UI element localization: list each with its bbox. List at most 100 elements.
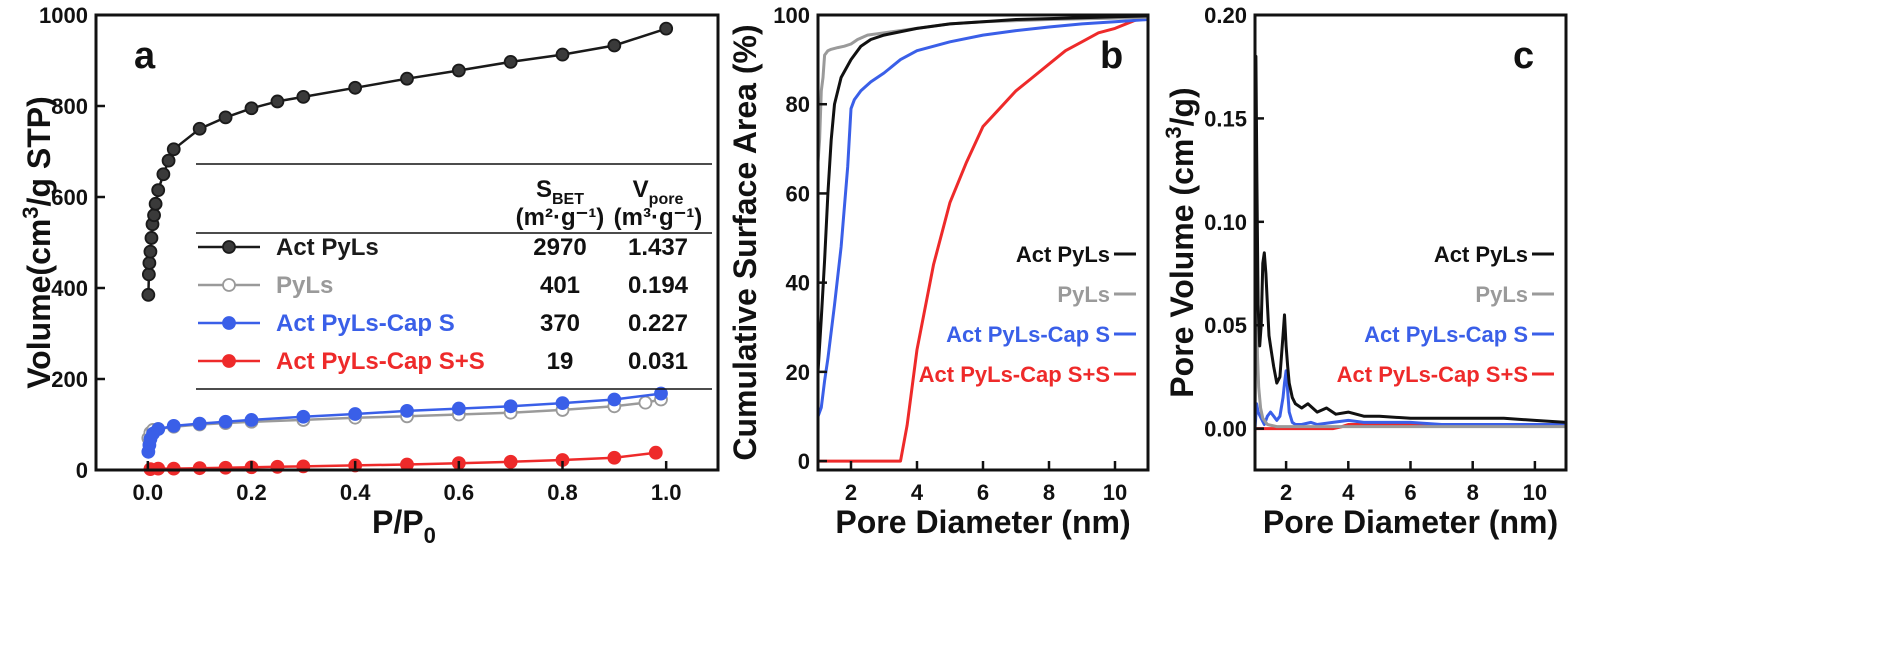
- x-tick-label: 10: [1103, 480, 1127, 505]
- panel-a-isotherm-chart: 0.0 0.2 0.4 0.6 0.8 1.0 0 200 400 600 800 1000 a P/…: [18, 3, 720, 548]
- legend-marker-pyls: [222, 278, 236, 292]
- x-tick-label: 2: [1280, 480, 1292, 505]
- legend-label-act-pyls-cap-s-s: Act PyLs-Cap S+S: [1337, 362, 1528, 387]
- table-cell-vpore: 1.437: [628, 234, 688, 261]
- data-point-act-pyls-cap-s: [296, 409, 311, 424]
- data-point-act-pyls: [161, 153, 176, 168]
- y-tick-label: 100: [773, 3, 810, 28]
- table-row: Act PyLs 2970 1.437: [198, 234, 688, 261]
- series-line-act-pyls-cap-s-s: [818, 13, 1149, 463]
- data-point-act-pyls: [144, 231, 159, 245]
- data-point-act-pyls-cap-s: [555, 396, 570, 411]
- data-point-act-pyls: [451, 63, 466, 78]
- y-tick-label: 0.20: [1204, 3, 1247, 28]
- y-tick-label: 1000: [39, 3, 88, 28]
- y-tick-label: 0.05: [1204, 313, 1247, 338]
- panel-c-x-axis-label: Pore Diameter (nm): [1263, 504, 1558, 540]
- x-tick-label: 2: [845, 480, 857, 505]
- data-point-act-pyls-cap-s-s: [503, 454, 518, 469]
- data-point-act-pyls-cap-s-s: [607, 450, 622, 465]
- panel-a-plot-frame: [94, 13, 720, 472]
- y-tick-label: 20: [786, 360, 810, 385]
- table-header-vpore-unit: (m³·g⁻¹): [614, 204, 703, 231]
- panel-b-label: b: [1100, 35, 1123, 77]
- x-tick-label: 4: [911, 480, 924, 505]
- y-tick-label: 0: [76, 458, 88, 483]
- table-row: PyLs 401 0.194: [198, 272, 689, 299]
- table-cell-vpore: 0.227: [628, 310, 688, 337]
- x-tick-label: 0.6: [444, 480, 475, 505]
- table-cell-sbet: 19: [547, 348, 574, 375]
- table-cell-name: Act PyLs-Cap S: [276, 310, 455, 337]
- data-point-act-pyls-cap-s: [400, 403, 414, 418]
- data-point-act-pyls: [192, 121, 207, 136]
- data-point-act-pyls: [503, 54, 518, 69]
- panel-c-pore-volume-chart: 2 4 6 8 10 0.00 0.05 0.10 0.15 0.20 c Pore Diamet…: [1161, 3, 1568, 540]
- data-point-pyls: [638, 395, 653, 410]
- data-point-act-pyls-cap-s-s: [218, 460, 233, 475]
- x-tick-label: 0.4: [340, 480, 371, 505]
- y-tick-label: 800: [51, 94, 88, 119]
- panel-b-legend: Act PyLs PyLs Act PyLs-Cap S Act PyLs-Cap S…: [919, 242, 1136, 387]
- table-cell-name: Act PyLs: [276, 234, 379, 261]
- data-point-act-pyls-cap-s: [166, 418, 181, 433]
- table-header-vpore: Vpore: [633, 176, 684, 208]
- panel-a-x-axis-label: P/P0: [372, 504, 436, 548]
- y-tick-label: 600: [51, 185, 88, 210]
- x-tick-label: 0.8: [547, 480, 578, 505]
- data-point-act-pyls: [348, 80, 363, 95]
- legend-marker-act-pyls-cap-s: [222, 316, 236, 330]
- table-cell-vpore: 0.031: [628, 348, 688, 375]
- data-point-act-pyls-cap-s: [244, 413, 259, 427]
- table-cell-sbet: 401: [540, 272, 580, 299]
- panel-a-bet-table: SBET (m²·g⁻¹) Vpore (m³·g⁻¹) Act PyLs 297…: [196, 163, 712, 390]
- y-tick-label: 0: [798, 449, 810, 474]
- data-point-act-pyls-cap-s: [151, 422, 166, 436]
- y-tick-label: 200: [51, 367, 88, 392]
- panel-c-label: c: [1513, 35, 1534, 77]
- series-line-pyls: [816, 15, 1149, 163]
- table-row: Act PyLs-Cap S+S 19 0.031: [198, 348, 688, 375]
- x-tick-label: 4: [1342, 480, 1355, 505]
- data-point-act-pyls-cap-s: [348, 407, 363, 421]
- data-point-act-pyls: [148, 196, 163, 211]
- data-point-act-pyls: [555, 47, 570, 62]
- legend-label-act-pyls: Act PyLs: [1434, 242, 1528, 267]
- data-point-act-pyls: [166, 142, 181, 157]
- data-point-act-pyls: [147, 208, 161, 223]
- x-tick-label: 0.2: [236, 480, 267, 505]
- data-point-act-pyls-cap-s: [451, 401, 466, 416]
- series-line-act-pyls-cap-s: [1253, 369, 1566, 429]
- data-point-act-pyls-cap-s-s: [648, 445, 663, 460]
- panel-a-label: a: [134, 35, 156, 77]
- data-point-act-pyls: [400, 71, 414, 86]
- y-tick-label: 60: [786, 181, 810, 206]
- panel-b-x-axis-label: Pore Diameter (nm): [835, 504, 1130, 540]
- data-point-act-pyls: [151, 183, 166, 198]
- table-cell-vpore: 0.194: [628, 272, 689, 299]
- data-point-act-pyls: [659, 21, 674, 36]
- data-point-act-pyls: [270, 94, 285, 109]
- table-cell-name: PyLs: [276, 272, 333, 299]
- data-point-act-pyls: [143, 244, 158, 259]
- panel-a-y-axis-label: Volume(cm3/g STP): [18, 96, 57, 389]
- legend-marker-act-pyls: [222, 240, 236, 254]
- panel-b-y-axis-label: Cumulative Surface Area (%): [727, 24, 763, 460]
- table-row: Act PyLs-Cap S 370 0.227: [198, 310, 688, 337]
- y-tick-label: 80: [786, 92, 810, 117]
- series-line-act-pyls: [147, 27, 667, 295]
- table-header-sbet-unit: (m²·g⁻¹): [516, 204, 605, 231]
- y-tick-label: 40: [786, 271, 810, 296]
- y-tick-label: 400: [51, 276, 88, 301]
- data-point-act-pyls-cap-s: [654, 386, 668, 401]
- table-cell-sbet: 370: [540, 310, 580, 337]
- series-line-act-pyls: [1253, 54, 1567, 429]
- x-tick-label: 1.0: [651, 480, 682, 505]
- panel-c-legend: Act PyLs PyLs Act PyLs-Cap S Act PyLs-Cap S…: [1337, 242, 1554, 387]
- table-header-sbet: SBET: [536, 176, 584, 208]
- x-tick-label: 8: [1467, 480, 1479, 505]
- data-point-act-pyls-cap-s: [503, 399, 518, 414]
- data-point-act-pyls: [141, 287, 156, 302]
- data-point-act-pyls-cap-s: [192, 416, 207, 431]
